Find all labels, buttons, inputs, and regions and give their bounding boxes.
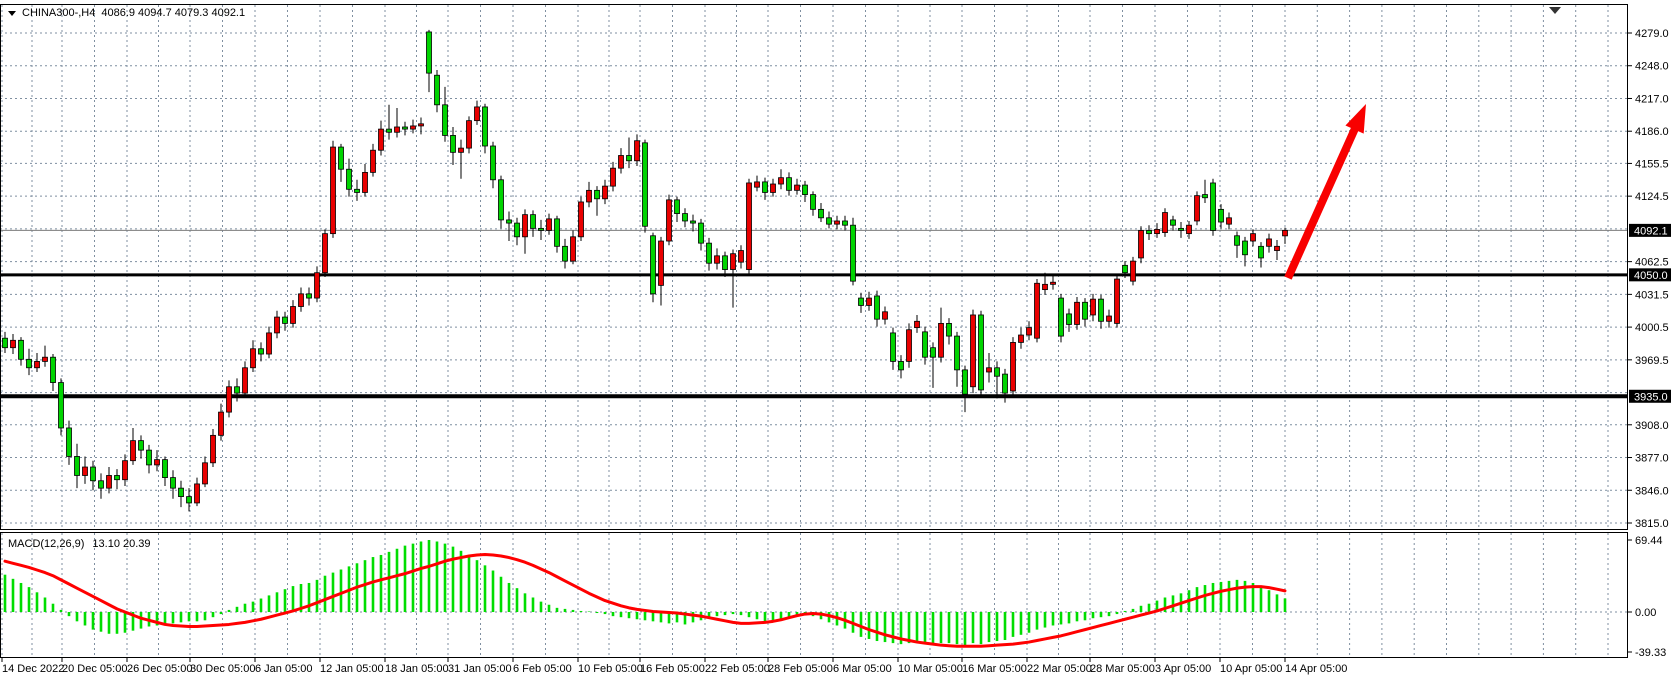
macd-layer bbox=[3, 540, 1287, 648]
time-axis-label: 6 Feb 05:00 bbox=[513, 663, 572, 675]
price-tick-label: 4124.5 bbox=[1635, 191, 1669, 203]
macd-tick-label: 69.44 bbox=[1635, 535, 1663, 547]
price-tick-label: 4155.5 bbox=[1635, 158, 1669, 170]
symbol-dropdown-icon bbox=[8, 10, 16, 16]
trend-arrow[interactable] bbox=[1284, 104, 1366, 280]
macd-signal-line bbox=[3, 552, 1287, 648]
price-badge-3935.0: 3935.0 bbox=[1629, 389, 1671, 403]
time-axis-label: 3 Apr 05:00 bbox=[1155, 663, 1211, 675]
macd-tick-label: 0.00 bbox=[1635, 607, 1656, 619]
price-axis[interactable]: 4279.0 4248.0 4217.0 4186.0 4155.5 4124.5 4062… bbox=[1628, 28, 1671, 659]
pane-borders bbox=[0, 4, 1628, 658]
time-axis-label: 6 Mar 05:00 bbox=[833, 663, 892, 675]
time-axis-label: 10 Mar 05:00 bbox=[898, 663, 963, 675]
price-tick-label: 4279.0 bbox=[1635, 28, 1669, 40]
indicator-label: MACD(12,26,9) 13.10 20.39 bbox=[8, 538, 151, 550]
price-badge-4050.0: 4050.0 bbox=[1629, 268, 1671, 282]
price-tick-label: 3877.0 bbox=[1635, 453, 1669, 465]
symbol-period-label: CHINA300-,H4 bbox=[22, 7, 96, 19]
time-axis-label: 22 Mar 05:00 bbox=[1027, 663, 1092, 675]
time-axis-label: 16 Feb 05:00 bbox=[640, 663, 705, 675]
svg-text:4092.1: 4092.1 bbox=[1634, 225, 1668, 237]
time-axis-label: 31 Jan 05:00 bbox=[448, 663, 512, 675]
price-tick-label: 3908.0 bbox=[1635, 420, 1669, 432]
candles-layer bbox=[2, 29, 1288, 512]
time-axis-label: 30 Dec 05:00 bbox=[190, 663, 255, 675]
indicator-values: 13.10 20.39 bbox=[92, 538, 151, 550]
level-lines bbox=[0, 273, 1628, 399]
price-tick-label: 4031.5 bbox=[1635, 289, 1669, 301]
time-axis-label: 28 Mar 05:00 bbox=[1090, 663, 1155, 675]
price-tick-label: 3846.0 bbox=[1635, 485, 1669, 497]
svg-text:3935.0: 3935.0 bbox=[1634, 391, 1668, 403]
time-axis-label: 16 Mar 05:00 bbox=[962, 663, 1027, 675]
price-tick-label: 4248.0 bbox=[1635, 61, 1669, 73]
price-tick-label: 4186.0 bbox=[1635, 126, 1669, 138]
time-axis-label: 18 Jan 05:00 bbox=[385, 663, 449, 675]
time-axis-label: 20 Dec 05:00 bbox=[62, 663, 127, 675]
price-tick-label: 3969.5 bbox=[1635, 355, 1669, 367]
time-axis-label: 6 Jan 05:00 bbox=[255, 663, 313, 675]
price-tick-label: 3815.0 bbox=[1635, 518, 1669, 530]
price-badge-4092.1: 4092.1 bbox=[1629, 223, 1671, 237]
time-axis-label: 28 Feb 05:00 bbox=[768, 663, 833, 675]
indicator-name: MACD(12,26,9) bbox=[8, 538, 85, 550]
macd-tick-label: -39.33 bbox=[1635, 647, 1666, 659]
time-axis-label: 10 Apr 05:00 bbox=[1220, 663, 1282, 675]
time-axis-label: 14 Dec 2022 bbox=[2, 663, 64, 675]
price-tick-label: 4062.5 bbox=[1635, 257, 1669, 269]
time-axis-label: 26 Dec 05:00 bbox=[127, 663, 192, 675]
time-axis-label: 22 Feb 05:00 bbox=[705, 663, 770, 675]
svg-text:4050.0: 4050.0 bbox=[1634, 270, 1668, 282]
time-axis-label: 14 Apr 05:00 bbox=[1285, 663, 1347, 675]
price-tick-label: 4217.0 bbox=[1635, 93, 1669, 105]
grid-layer bbox=[0, 5, 1628, 658]
chart-title: CHINA300-,H4 4086.9 4094.7 4079.3 4092.1 bbox=[8, 7, 245, 19]
chart-shift-marker-icon[interactable] bbox=[1549, 7, 1561, 14]
ohlc-values: 4086.9 4094.7 4079.3 4092.1 bbox=[101, 7, 246, 19]
price-tick-label: 4000.5 bbox=[1635, 322, 1669, 334]
time-axis-label: 12 Jan 05:00 bbox=[320, 663, 384, 675]
time-axis-label: 10 Feb 05:00 bbox=[578, 663, 643, 675]
